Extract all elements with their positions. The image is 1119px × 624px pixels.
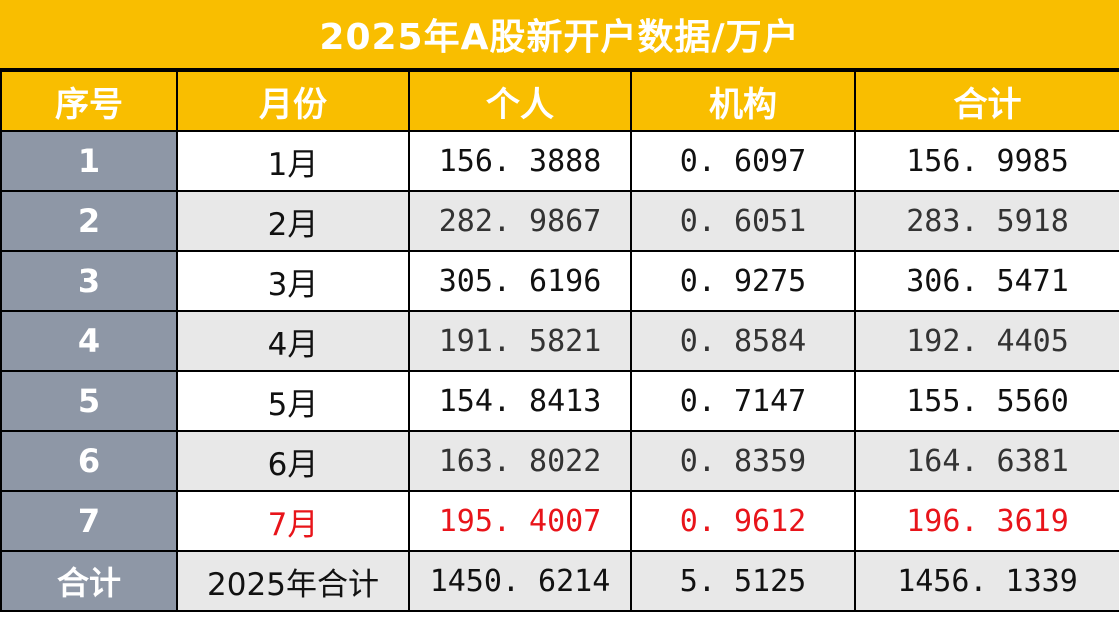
header-institution: 机构 <box>630 70 856 132</box>
row-index: 6 <box>0 430 178 492</box>
row-personal: 156. 3888 <box>408 130 632 192</box>
header-personal: 个人 <box>408 70 632 132</box>
row-personal: 282. 9867 <box>408 190 632 252</box>
header-index: 序号 <box>0 70 178 132</box>
row-index: 3 <box>0 250 178 312</box>
summary-label: 合计 <box>0 550 178 612</box>
header-month: 月份 <box>176 70 410 132</box>
row-institution: 0. 9612 <box>630 490 856 552</box>
new-accounts-table: 序号 月份 个人 机构 合计 1 1月 156. 3888 0. 6097 15… <box>0 70 1119 612</box>
row-total: 306. 5471 <box>854 250 1119 312</box>
summary-total: 1456. 1339 <box>854 550 1119 612</box>
row-total: 156. 9985 <box>854 130 1119 192</box>
row-total: 196. 3619 <box>854 490 1119 552</box>
row-personal: 191. 5821 <box>408 310 632 372</box>
table-row: 1 1月 156. 3888 0. 6097 156. 9985 <box>0 130 1119 192</box>
row-month: 7月 <box>176 490 410 552</box>
table-row-highlighted: 7 7月 195. 4007 0. 9612 196. 3619 <box>0 490 1119 552</box>
row-personal: 163. 8022 <box>408 430 632 492</box>
row-month: 3月 <box>176 250 410 312</box>
summary-row: 合计 2025年合计 1450. 6214 5. 5125 1456. 1339 <box>0 550 1119 612</box>
row-institution: 0. 8359 <box>630 430 856 492</box>
row-index: 7 <box>0 490 178 552</box>
row-index: 2 <box>0 190 178 252</box>
header-row: 序号 月份 个人 机构 合计 <box>0 70 1119 132</box>
row-institution: 0. 6051 <box>630 190 856 252</box>
row-month: 2月 <box>176 190 410 252</box>
row-index: 5 <box>0 370 178 432</box>
table-title: 2025年A股新开户数据/万户 <box>0 0 1119 70</box>
table-row: 6 6月 163. 8022 0. 8359 164. 6381 <box>0 430 1119 492</box>
table-row: 2 2月 282. 9867 0. 6051 283. 5918 <box>0 190 1119 252</box>
table-row: 4 4月 191. 5821 0. 8584 192. 4405 <box>0 310 1119 372</box>
row-institution: 0. 9275 <box>630 250 856 312</box>
row-month: 4月 <box>176 310 410 372</box>
row-index: 1 <box>0 130 178 192</box>
row-index: 4 <box>0 310 178 372</box>
row-personal: 195. 4007 <box>408 490 632 552</box>
row-institution: 0. 7147 <box>630 370 856 432</box>
row-total: 155. 5560 <box>854 370 1119 432</box>
summary-month: 2025年合计 <box>176 550 410 612</box>
row-personal: 154. 8413 <box>408 370 632 432</box>
row-total: 192. 4405 <box>854 310 1119 372</box>
row-total: 164. 6381 <box>854 430 1119 492</box>
row-institution: 0. 8584 <box>630 310 856 372</box>
table-row: 5 5月 154. 8413 0. 7147 155. 5560 <box>0 370 1119 432</box>
row-month: 5月 <box>176 370 410 432</box>
header-total: 合计 <box>854 70 1119 132</box>
row-personal: 305. 6196 <box>408 250 632 312</box>
summary-institution: 5. 5125 <box>630 550 856 612</box>
row-institution: 0. 6097 <box>630 130 856 192</box>
row-month: 6月 <box>176 430 410 492</box>
row-total: 283. 5918 <box>854 190 1119 252</box>
summary-personal: 1450. 6214 <box>408 550 632 612</box>
table-row: 3 3月 305. 6196 0. 9275 306. 5471 <box>0 250 1119 312</box>
row-month: 1月 <box>176 130 410 192</box>
